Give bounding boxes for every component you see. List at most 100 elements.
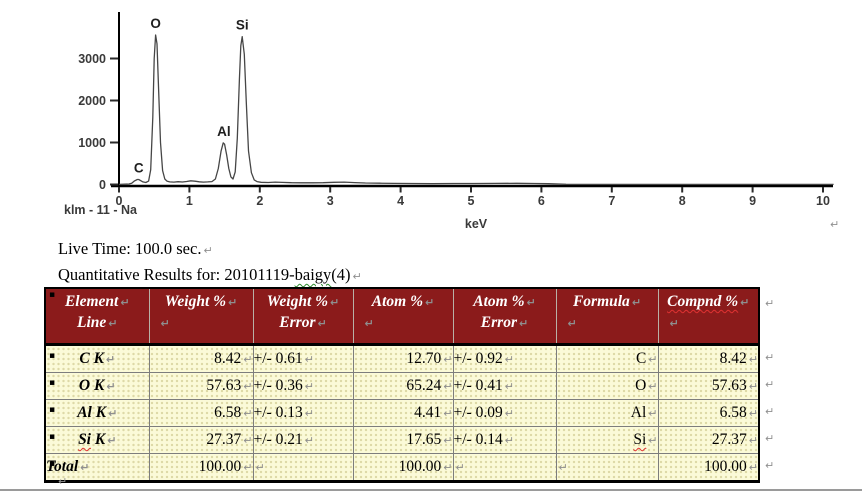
cell-value: 6.58 <box>719 404 747 421</box>
cell: 100.00 ↵ <box>657 453 759 482</box>
x-tick-label: 2 <box>256 194 263 208</box>
cell: Si ↵ <box>555 426 658 454</box>
paragraph-mark: ↵ <box>443 380 453 393</box>
cell-value: 57.63 <box>206 377 242 394</box>
paragraph-mark: ↵ <box>317 317 327 330</box>
paragraph-mark: ↵ <box>648 353 658 366</box>
cell-value: 8.42 <box>214 350 242 367</box>
row-end-mark: ↵ <box>765 351 775 364</box>
paragraph-mark: ↵ <box>748 353 758 366</box>
eds-spectrum-chart: 0 1000 2000 3000 0 1 2 3 4 5 6 7 8 9 10 C O Al Si klm - 11 … <box>64 12 839 231</box>
column-header-element: ▪ Element ↵ Line ↵ <box>45 288 149 346</box>
cell: +/- 0.36 ↵ <box>252 372 353 400</box>
x-tick-label: 1 <box>186 194 193 208</box>
cell: 27.37 ↵ <box>657 426 759 454</box>
cell: 8.42 ↵ <box>148 344 253 373</box>
cell-value: 6.58 <box>214 404 242 421</box>
cell: ▪ Al K ↵ <box>45 399 149 427</box>
cell-value: 17.65 <box>406 431 442 448</box>
paragraph-mark: ↵ <box>243 353 253 366</box>
peak-label-c: C <box>134 160 144 175</box>
cell: +/- 0.14 ↵ <box>452 426 556 454</box>
x-tick-label: 8 <box>679 194 686 208</box>
cell: 27.37 ↵ <box>148 426 253 454</box>
column-header-atom-: Atom % ↵ Error ↵ <box>452 288 556 346</box>
row-marker-icon: ▪ <box>49 459 56 469</box>
row-marker-icon: ▪ <box>49 351 56 361</box>
paragraph-mark: ↵ <box>443 434 453 447</box>
paragraph-mark: ↵ <box>443 461 453 474</box>
cell: C ↵ <box>555 344 658 373</box>
header-label: Weight % <box>266 293 329 310</box>
paragraph-mark: ↵ <box>108 407 118 420</box>
cell-value: +/- 0.21 <box>253 431 303 448</box>
cell-value: +/- 0.92 <box>453 350 503 367</box>
column-header-atom-: Atom % ↵ ↵ <box>352 288 453 346</box>
header-label: Atom % <box>371 293 424 310</box>
paragraph-mark: ↵ <box>107 434 117 447</box>
paragraph-mark: ↵ <box>648 380 658 393</box>
paragraph-mark: ↵ <box>255 461 265 474</box>
paragraph-mark: ↵ <box>748 434 758 447</box>
y-tick-label: 2000 <box>78 94 106 108</box>
paragraph-mark: ↵ <box>106 380 116 393</box>
paragraph-mark: ↵ <box>304 380 314 393</box>
cell-value: +/- 0.41 <box>453 377 503 394</box>
cell: 100.00 ↵ <box>148 453 253 482</box>
paragraph-mark: ↵ <box>631 296 642 309</box>
cell: +/- 0.61 ↵ <box>252 344 353 373</box>
paragraph-mark: ↵ <box>648 434 658 447</box>
x-tick-label: 3 <box>327 194 334 208</box>
paragraph-mark: ↵ <box>518 317 529 330</box>
paragraph-mark: ↵ <box>748 407 758 420</box>
cell-value: 27.37 <box>711 431 747 448</box>
paragraph-mark: ↵ <box>304 434 314 447</box>
paragraph-mark: ↵ <box>567 317 577 330</box>
cell-value: 4.41 <box>414 404 442 421</box>
cell-value: 100.00 <box>198 458 242 475</box>
y-tick-label: 3000 <box>78 52 106 66</box>
cell-value: 100.00 <box>398 458 442 475</box>
peak-label-si: Si <box>236 18 249 33</box>
row-end-mark: ↵ <box>765 405 775 418</box>
x-tick-label: 7 <box>608 194 615 208</box>
cell: ▪ Total ↵ <box>45 453 149 482</box>
cell: 57.63 ↵ <box>657 372 759 400</box>
paragraph-mark: ↵ <box>58 475 68 488</box>
header-label: Error <box>480 314 517 331</box>
x-tick-label: 0 <box>116 194 123 208</box>
table-row-total: ▪ Total ↵ 100.00 ↵ ↵ 100.00 ↵ ↵ ↵ 100.00 ↵ <box>45 453 759 482</box>
x-tick-label: 6 <box>538 194 545 208</box>
header-label: Error <box>279 314 316 331</box>
column-header-weight-: Weight % ↵ Error ↵ <box>252 288 353 346</box>
cell-value: O K <box>78 377 105 394</box>
cell: 6.58 ↵ <box>657 399 759 427</box>
header-label: Formula <box>572 293 630 310</box>
row-marker-icon: ▪ <box>49 432 56 442</box>
column-header-weight-: Weight % ↵ ↵ <box>148 288 253 346</box>
cell: Al ↵ <box>555 399 658 427</box>
paragraph-mark: ↵ <box>120 296 130 309</box>
paragraph-mark: ↵ <box>108 317 118 330</box>
series-label: klm - 11 - Na <box>64 203 138 217</box>
paragraph-mark: ↵ <box>504 407 514 420</box>
cell-value: Si <box>633 431 647 448</box>
cell: ▪ O K ↵ <box>45 372 149 400</box>
paragraph-mark: ↵ <box>352 270 362 283</box>
paragraph-mark: ↵ <box>443 407 453 420</box>
paragraph-mark: ↵ <box>80 461 90 474</box>
paragraph-mark: ↵ <box>330 296 340 309</box>
paragraph-mark: ↵ <box>558 461 568 474</box>
x-axis-title: keV <box>465 217 488 231</box>
cell: ▪ Si K ↵ <box>45 426 149 454</box>
cell-value: 65.24 <box>406 377 442 394</box>
y-tick-label: 0 <box>99 178 106 192</box>
paragraph-mark: ↵ <box>830 218 839 231</box>
row-end-mark: ↵ <box>765 432 775 445</box>
paragraph-mark: ↵ <box>243 434 253 447</box>
cell-value: 57.63 <box>711 377 747 394</box>
cell-value: +/- 0.09 <box>453 404 503 421</box>
peak-label-o: O <box>150 16 161 31</box>
header-label: Line <box>77 314 107 331</box>
